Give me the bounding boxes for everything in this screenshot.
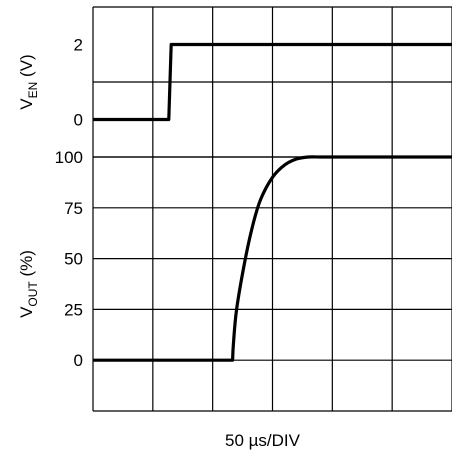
series-line-ven xyxy=(93,42,452,122)
y-tick-label-vout: 25 xyxy=(64,300,83,319)
grid xyxy=(92,6,452,412)
y-tick-label-vout: 75 xyxy=(64,199,83,218)
x-axis-label: 50 µs/DIV xyxy=(225,431,301,450)
y-tick-label-ven: 0 xyxy=(74,111,83,130)
series-group xyxy=(93,42,452,362)
y-tick-label-vout: 50 xyxy=(64,250,83,269)
labels: 50 µs/DIV 2 0 VEN (V) 100 75 50 25 0 VOUT (%) xyxy=(17,36,301,451)
y-axis-label-vout: VOUT (%) xyxy=(17,250,40,318)
series-line-vout xyxy=(93,155,452,362)
y-axis-label-ven: VEN (V) xyxy=(17,54,40,109)
y-tick-label-vout: 100 xyxy=(55,148,83,167)
y-tick-label-ven: 2 xyxy=(74,36,83,55)
y-tick-label-vout: 0 xyxy=(74,351,83,370)
